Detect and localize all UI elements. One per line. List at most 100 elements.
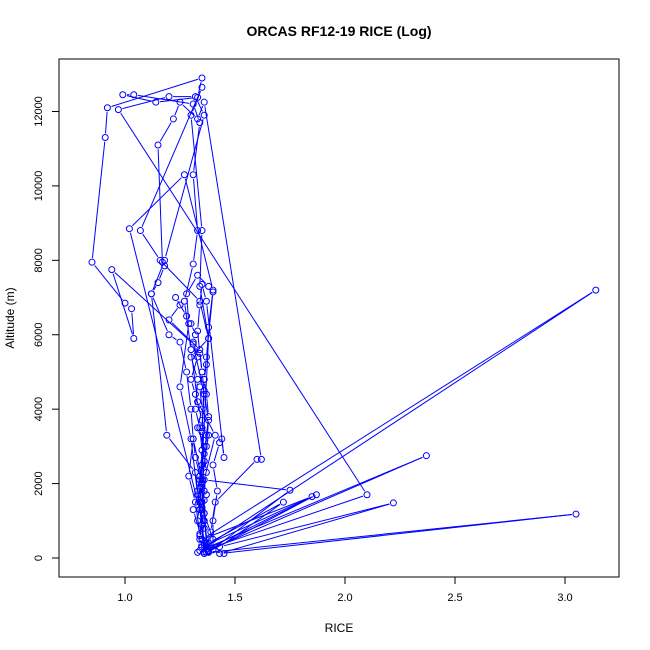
data-point	[191, 331, 199, 339]
data-point	[147, 290, 155, 298]
data-point	[187, 353, 195, 361]
series-segment	[201, 376, 205, 387]
data-point	[389, 499, 397, 507]
data-point	[205, 282, 213, 290]
data-point	[176, 301, 184, 309]
series-segment	[159, 97, 194, 103]
data-point	[196, 383, 204, 391]
series-segment	[152, 297, 168, 332]
data-point	[279, 498, 287, 506]
data-point	[198, 368, 206, 376]
series-segment	[94, 265, 123, 301]
data-point	[130, 91, 138, 99]
series-segment	[188, 278, 196, 291]
data-point	[200, 517, 208, 525]
data-point	[202, 297, 210, 305]
data-point	[205, 416, 213, 424]
data-point	[205, 431, 213, 439]
data-point	[200, 375, 208, 383]
data-point	[121, 299, 129, 307]
data-point	[88, 258, 96, 266]
series-segment	[189, 480, 195, 499]
data-point	[191, 405, 199, 413]
data-point	[422, 452, 430, 460]
series-segment	[198, 105, 204, 116]
data-point	[198, 446, 206, 454]
data-point	[196, 498, 204, 506]
series-segment	[91, 141, 106, 259]
series-segment	[203, 456, 423, 550]
data-point	[209, 546, 217, 554]
series-segment	[174, 105, 179, 116]
x-tick-label: 2.0	[337, 592, 352, 604]
y-axis: 0 2000 4000 6000 8000 10000 12000	[33, 96, 60, 561]
data-point	[202, 361, 210, 369]
data-point	[194, 548, 202, 556]
series-segment	[206, 398, 209, 413]
series-segment	[204, 106, 262, 456]
data-point	[216, 550, 224, 558]
series-segment	[177, 300, 185, 313]
series-segment	[172, 336, 177, 341]
data-point	[128, 305, 136, 313]
data-point	[198, 424, 206, 432]
data-point	[200, 509, 208, 517]
plot-area	[58, 58, 620, 578]
data-point	[187, 405, 195, 413]
series-segment	[223, 503, 390, 547]
series-segment	[193, 513, 202, 536]
data-point	[180, 297, 188, 305]
series-segment	[223, 503, 390, 553]
series-segment	[208, 294, 214, 324]
data-point	[209, 288, 217, 296]
series-segment	[210, 495, 364, 549]
data-point	[187, 320, 195, 328]
x-tick-label: 1.5	[227, 592, 242, 604]
data-point	[216, 543, 224, 551]
series-segment	[191, 360, 197, 376]
series-segment	[210, 506, 216, 528]
data-point	[198, 461, 206, 469]
data-point	[198, 521, 206, 529]
series-segment	[195, 398, 202, 417]
data-point	[189, 506, 197, 514]
data-point	[257, 455, 265, 463]
y-tick-label: 8000	[33, 248, 45, 272]
series-segment	[132, 177, 182, 227]
data-point	[220, 550, 228, 558]
series-segment	[192, 327, 195, 332]
data-point	[202, 353, 210, 361]
data-point	[200, 541, 208, 549]
series-segment	[168, 438, 194, 470]
series-segment	[105, 111, 108, 134]
series-segment	[137, 94, 190, 104]
data-point	[200, 111, 208, 119]
x-axis-label: RICE	[325, 621, 354, 635]
series-segment	[153, 286, 157, 291]
series-segment	[182, 104, 195, 117]
series-segment	[200, 290, 209, 335]
series-segment	[190, 119, 203, 227]
data-point	[209, 517, 217, 525]
series-segment	[184, 305, 191, 346]
series-segment	[205, 291, 593, 538]
series-segment	[198, 81, 202, 94]
data-point	[253, 455, 261, 463]
data-point	[196, 424, 204, 432]
series-segment	[171, 308, 178, 317]
series-segment	[204, 383, 207, 391]
series-segment	[212, 514, 572, 553]
data-point	[191, 454, 199, 462]
data-point	[213, 487, 221, 495]
data-point	[161, 256, 169, 264]
data-point	[286, 486, 294, 494]
data-point	[218, 435, 226, 443]
data-point	[189, 340, 197, 348]
data-point	[194, 517, 202, 525]
data-point	[198, 83, 206, 91]
data-point	[200, 457, 208, 465]
data-point	[130, 334, 138, 342]
data-point	[196, 547, 204, 555]
data-point	[154, 141, 162, 149]
data-point	[189, 338, 197, 346]
